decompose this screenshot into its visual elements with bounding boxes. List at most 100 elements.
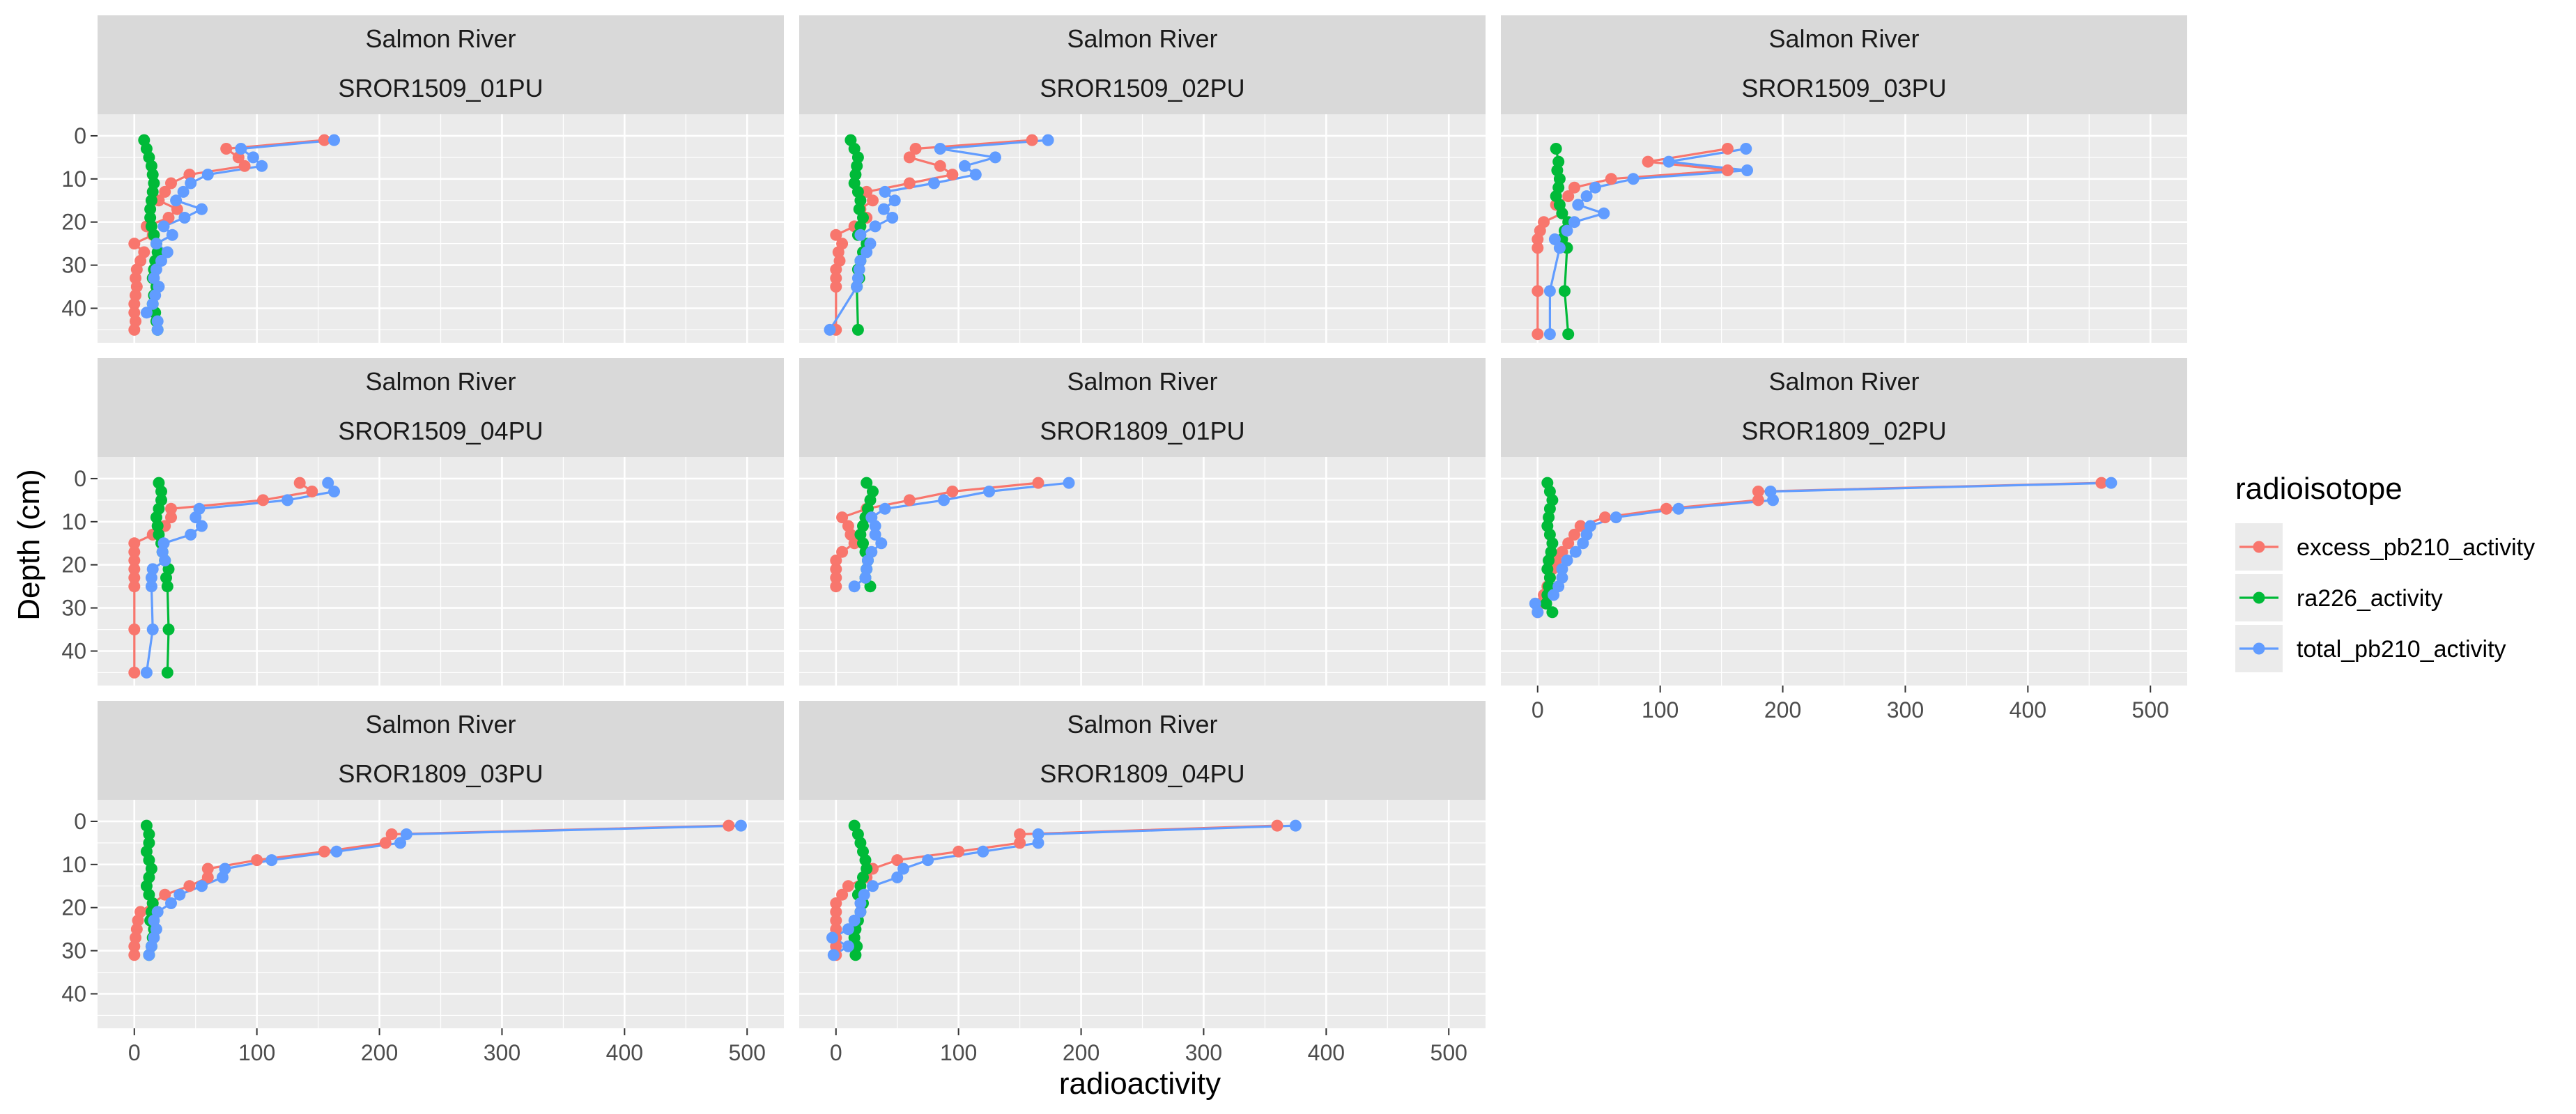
data-point-total_pb210_activity (891, 871, 904, 883)
data-point-total_pb210_activity (969, 169, 982, 181)
y-tick-label: 30 (61, 596, 86, 621)
data-point-total_pb210_activity (145, 580, 157, 593)
facet-panel: Salmon River SROR1809_01PU (799, 358, 1486, 686)
data-point-excess_pb210_activity (257, 494, 269, 506)
data-point-total_pb210_activity (1553, 242, 1566, 254)
facet-strip (98, 358, 784, 457)
data-point-excess_pb210_activity (836, 546, 849, 558)
x-tick-label: 300 (1185, 1040, 1222, 1065)
legend-key-point (2253, 591, 2265, 604)
data-point-excess_pb210_activity (128, 624, 141, 635)
data-point-total_pb210_activity (143, 949, 155, 961)
data-point-excess_pb210_activity (251, 854, 263, 867)
data-point-total_pb210_activity (842, 940, 854, 952)
legend-title: radioisotope (2235, 472, 2403, 506)
data-point-excess_pb210_activity (1642, 155, 1654, 168)
data-point-total_pb210_activity (2105, 477, 2118, 489)
data-point-total_pb210_activity (1556, 563, 1568, 575)
y-tick-label: 10 (61, 167, 86, 192)
data-point-excess_pb210_activity (1574, 520, 1587, 532)
data-point-excess_pb210_activity (1568, 528, 1580, 541)
data-point-excess_pb210_activity (306, 486, 318, 497)
data-point-ra226_activity (150, 511, 162, 524)
data-point-total_pb210_activity (1568, 216, 1580, 229)
data-point-excess_pb210_activity (128, 307, 141, 319)
data-point-total_pb210_activity (330, 845, 343, 858)
data-point-total_pb210_activity (869, 528, 881, 541)
facet-strip (799, 358, 1486, 457)
data-point-total_pb210_activity (170, 194, 183, 207)
data-point-excess_pb210_activity (1532, 328, 1544, 341)
facet-strip (799, 15, 1486, 114)
data-point-total_pb210_activity (196, 880, 208, 892)
data-point-ra226_activity (146, 897, 159, 909)
data-point-excess_pb210_activity (128, 940, 141, 952)
data-point-excess_pb210_activity (946, 169, 959, 181)
data-point-total_pb210_activity (1561, 555, 1573, 566)
data-point-total_pb210_activity (161, 246, 173, 258)
data-point-total_pb210_activity (146, 624, 159, 635)
data-point-total_pb210_activity (1672, 502, 1685, 515)
facet-strip (98, 15, 784, 114)
data-point-excess_pb210_activity (128, 238, 141, 250)
y-tick-label: 40 (61, 981, 86, 1006)
data-point-total_pb210_activity (853, 263, 865, 276)
data-point-excess_pb210_activity (128, 571, 141, 584)
data-point-total_pb210_activity (1741, 164, 1753, 176)
data-point-total_pb210_activity (155, 254, 167, 267)
data-point-total_pb210_activity (1589, 181, 1601, 194)
legend: radioisotope excess_pb210_activity ra226_… (2235, 472, 2535, 672)
data-point-excess_pb210_activity (723, 819, 735, 832)
data-point-excess_pb210_activity (1599, 511, 1611, 524)
data-point-total_pb210_activity (1740, 143, 1752, 155)
data-point-total_pb210_activity (145, 571, 157, 584)
facet-strip-core: SROR1509_01PU (338, 74, 543, 102)
data-point-total_pb210_activity (1552, 580, 1565, 593)
x-tick-label: 200 (361, 1040, 398, 1065)
data-point-ra226_activity (851, 323, 864, 336)
data-point-ra226_activity (859, 854, 872, 867)
data-point-total_pb210_activity (851, 281, 863, 293)
data-point-total_pb210_activity (265, 854, 278, 867)
data-point-excess_pb210_activity (128, 555, 141, 566)
data-point-excess_pb210_activity (162, 212, 175, 224)
data-point-excess_pb210_activity (909, 143, 922, 155)
data-point-excess_pb210_activity (830, 272, 842, 284)
data-point-total_pb210_activity (1063, 477, 1075, 489)
data-point-total_pb210_activity (861, 563, 873, 575)
data-point-total_pb210_activity (888, 194, 901, 207)
data-point-total_pb210_activity (842, 923, 854, 936)
data-point-total_pb210_activity (869, 220, 881, 233)
data-point-total_pb210_activity (977, 845, 989, 858)
data-point-excess_pb210_activity (842, 880, 854, 892)
y-tick-label: 20 (61, 895, 86, 920)
data-point-ra226_activity (144, 212, 157, 224)
facet-strip-core: SROR1809_03PU (338, 759, 543, 788)
data-point-excess_pb210_activity (128, 563, 141, 575)
data-point-total_pb210_activity (190, 511, 202, 524)
data-point-ra226_activity (143, 828, 155, 840)
data-point-total_pb210_activity (1627, 173, 1640, 185)
data-point-total_pb210_activity (827, 949, 840, 961)
data-point-total_pb210_activity (216, 871, 229, 883)
data-point-total_pb210_activity (859, 571, 872, 584)
data-point-excess_pb210_activity (165, 502, 177, 515)
x-tick-label: 300 (484, 1040, 520, 1065)
data-point-excess_pb210_activity (128, 666, 141, 679)
data-point-total_pb210_activity (157, 220, 170, 233)
data-point-total_pb210_activity (922, 854, 934, 867)
data-point-excess_pb210_activity (130, 931, 141, 944)
data-point-total_pb210_activity (394, 837, 406, 849)
data-point-excess_pb210_activity (1271, 819, 1283, 832)
data-point-total_pb210_activity (151, 323, 164, 336)
data-point-ra226_activity (1546, 606, 1559, 619)
series-line-total_pb210_activity (831, 824, 1296, 957)
data-point-total_pb210_activity (877, 203, 890, 215)
data-point-excess_pb210_activity (952, 845, 965, 858)
data-point-total_pb210_activity (196, 520, 208, 532)
data-point-excess_pb210_activity (165, 177, 177, 189)
data-point-total_pb210_activity (157, 537, 170, 550)
y-axis-title: Depth (cm) (12, 469, 46, 621)
facet-strip-river: Salmon River (365, 710, 516, 738)
data-point-excess_pb210_activity (836, 511, 849, 524)
